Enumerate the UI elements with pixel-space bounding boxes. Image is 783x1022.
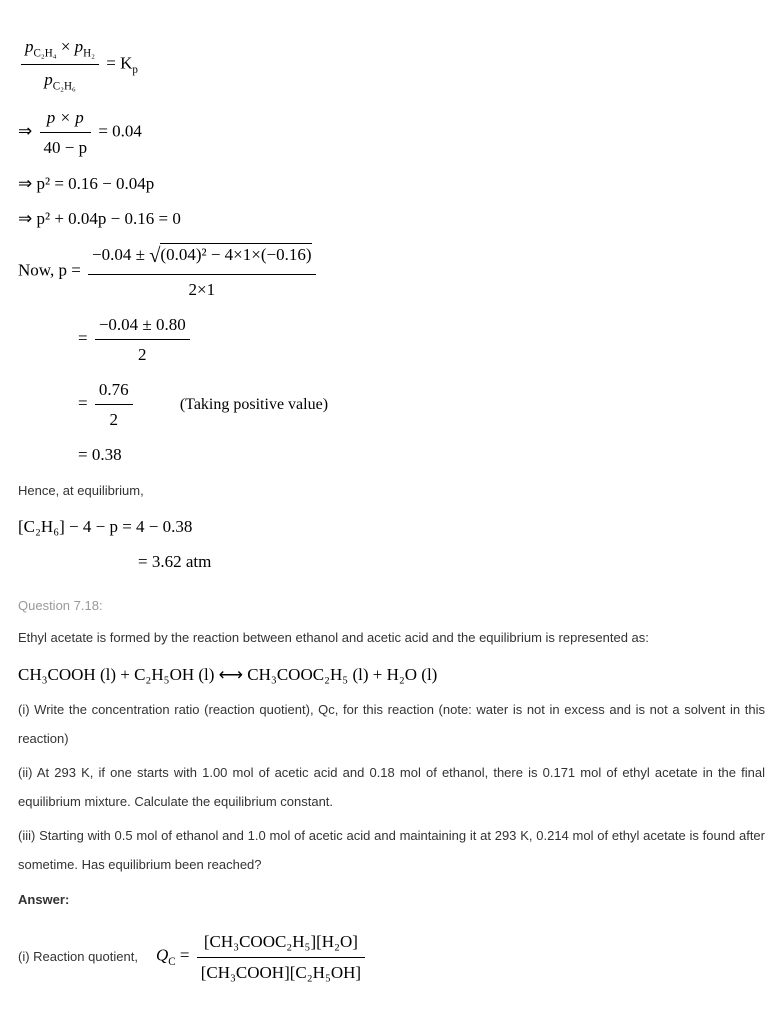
- qc-sub: C: [168, 956, 175, 968]
- qf-num-a: −0.04 ±: [92, 245, 145, 264]
- answer-i-eq: QC = [CH₃COOC₂H₅][H₂O] [CH₃COOH][C₂H₅OH]: [156, 928, 368, 985]
- positive-value-note: (Taking positive value): [180, 396, 328, 413]
- p-c2h6-sym: p: [44, 70, 53, 89]
- question-part-i: (i) Write the concentration ratio (react…: [18, 696, 765, 753]
- equation-kp: pC₂H₄ × pH₂ pC₂H₆ = Kp: [18, 33, 765, 96]
- mult-sym: ×: [61, 37, 71, 56]
- p-h2-sub: H₂: [83, 47, 95, 59]
- eq2-rhs: = 0.04: [98, 122, 142, 141]
- p-c2h4-sub: C₂H₄: [34, 47, 57, 59]
- equation-expand: ⇒ p² = 0.16 − 0.04p: [18, 170, 765, 197]
- question-part-ii: (ii) At 293 K, if one starts with 1.00 m…: [18, 759, 765, 816]
- answer-label: Answer:: [18, 888, 765, 913]
- reaction-equation: CH₃COOH (l) + C₂H₅OH (l) ⟷ CH₃COOC₂H₅ (l…: [18, 661, 765, 688]
- equation-simplify2: = 0.76 2 (Taking positive value): [78, 376, 765, 433]
- p-c2h4-sym: p: [25, 37, 34, 56]
- sqrt-icon: √: [149, 245, 160, 267]
- p-c2h6-sub: C₂H₆: [53, 80, 76, 92]
- question-part-iii: (iii) Starting with 0.5 mol of ethanol a…: [18, 822, 765, 879]
- eq7-eq: =: [78, 394, 88, 413]
- eq7-num: 0.76: [95, 376, 133, 405]
- qc-den: [CH₃COOH][C₂H₅OH]: [197, 958, 365, 986]
- eq6-num: −0.04 ± 0.80: [95, 311, 190, 340]
- equation-c2h6: [C₂H₆] − 4 − p = 4 − 0.38: [18, 513, 765, 540]
- eq2-num: p × p: [40, 104, 92, 133]
- eq6-eq: =: [78, 328, 88, 347]
- equation-sub: ⇒ p × p 40 − p = 0.04: [18, 104, 765, 161]
- qc-sym: Q: [156, 946, 168, 965]
- equation-quadratic: ⇒ p² + 0.04p − 0.16 = 0: [18, 205, 765, 232]
- p-h2-sym: p: [75, 37, 84, 56]
- qc-eq: =: [180, 946, 190, 965]
- equation-quadratic-formula: Now, p = −0.04 ± √(0.04)² − 4×1×(−0.16) …: [18, 240, 765, 303]
- equation-simplify1: = −0.04 ± 0.80 2: [78, 311, 765, 368]
- hence-text: Hence, at equilibrium,: [18, 477, 765, 506]
- question-intro: Ethyl acetate is formed by the reaction …: [18, 624, 765, 653]
- qf-radicand: (0.04)² − 4×1×(−0.16): [160, 243, 311, 264]
- eq1-rhs: = K: [106, 53, 132, 72]
- now-p-label: Now, p =: [18, 260, 81, 279]
- eq6-den: 2: [95, 340, 190, 368]
- eq7-den: 2: [95, 405, 133, 433]
- eq2-den: 40 − p: [40, 133, 92, 161]
- arrow: ⇒: [18, 122, 32, 141]
- qf-den: 2×1: [88, 275, 315, 303]
- answer-i-label: (i) Reaction quotient,: [18, 943, 138, 972]
- question-heading: Question 7.18:: [18, 594, 765, 619]
- equation-result-p: = 0.38: [78, 441, 765, 468]
- equation-c2h6-result: = 3.62 atm: [138, 548, 765, 575]
- qc-num: [CH₃COOC₂H₅][H₂O]: [197, 928, 365, 957]
- eq1-rhs-sub: p: [132, 64, 138, 76]
